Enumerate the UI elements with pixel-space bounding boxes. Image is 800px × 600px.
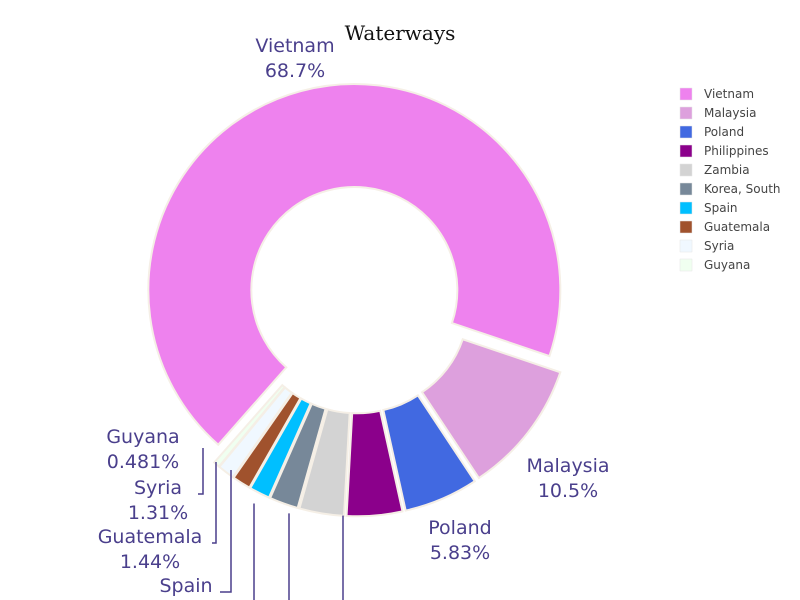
leader-line-syria bbox=[198, 448, 204, 495]
slice-label-syria: Syria bbox=[134, 477, 182, 499]
legend-item-malaysia[interactable]: Malaysia bbox=[679, 106, 756, 120]
slice-vietnam[interactable] bbox=[147, 83, 562, 447]
slice-label-guatemala: Guatemala bbox=[98, 526, 203, 548]
legend: Vietnam Malaysia Poland Philippines Zambia Ko… bbox=[679, 87, 781, 272]
legend-swatch bbox=[679, 125, 693, 139]
leader-lines bbox=[198, 448, 344, 600]
slice-label-malaysia: Malaysia bbox=[526, 455, 609, 477]
legend-item-zambia[interactable]: Zambia bbox=[679, 163, 750, 177]
slice-percent-syria: 1.31% bbox=[128, 502, 188, 524]
leader-line-spain bbox=[220, 470, 232, 593]
legend-swatch bbox=[679, 239, 693, 253]
slice-label-guyana: Guyana bbox=[106, 426, 179, 448]
legend-item-philippines[interactable]: Philippines bbox=[679, 144, 769, 158]
chart-title: Waterways bbox=[345, 21, 456, 45]
legend-swatch bbox=[679, 163, 693, 177]
slice-zambia[interactable] bbox=[298, 408, 351, 517]
slice-label-poland: Poland bbox=[428, 517, 491, 539]
legend-swatch bbox=[679, 182, 693, 196]
legend-label: Syria bbox=[704, 239, 734, 253]
legend-item-syria[interactable]: Syria bbox=[679, 239, 734, 253]
legend-swatch bbox=[679, 144, 693, 158]
slice-percent-guatemala: 1.44% bbox=[120, 551, 180, 573]
legend-label: Korea, South bbox=[704, 182, 781, 196]
legend-item-guatemala[interactable]: Guatemala bbox=[679, 220, 770, 234]
legend-label: Malaysia bbox=[704, 106, 756, 120]
slice-percent-poland: 5.83% bbox=[430, 542, 490, 564]
slice-percent-guyana: 0.481% bbox=[107, 451, 179, 473]
slice-guyana[interactable] bbox=[212, 383, 287, 468]
slices-group bbox=[147, 83, 562, 518]
legend-label: Vietnam bbox=[704, 87, 754, 101]
slice-malaysia[interactable] bbox=[420, 338, 562, 480]
legend-item-spain[interactable]: Spain bbox=[679, 201, 738, 215]
legend-label: Zambia bbox=[704, 163, 750, 177]
slice-label-spain: Spain bbox=[159, 575, 212, 597]
legend-item-poland[interactable]: Poland bbox=[679, 125, 744, 139]
slice-korea-south[interactable] bbox=[268, 402, 327, 510]
slice-percent-vietnam: 68.7% bbox=[265, 60, 325, 82]
legend-label: Spain bbox=[704, 201, 738, 215]
slice-poland[interactable] bbox=[382, 393, 477, 512]
legend-swatch bbox=[679, 258, 693, 272]
legend-swatch bbox=[679, 87, 693, 101]
legend-item-korea-south[interactable]: Korea, South bbox=[679, 182, 781, 196]
legend-label: Guyana bbox=[704, 258, 750, 272]
slice-percent-malaysia: 10.5% bbox=[538, 480, 598, 502]
leader-line-guatemala bbox=[212, 462, 217, 544]
slice-philippines[interactable] bbox=[345, 409, 404, 518]
legend-item-guyana[interactable]: Guyana bbox=[679, 258, 750, 272]
slice-label-vietnam: Vietnam bbox=[255, 35, 334, 57]
slice-labels: Vietnam 68.7% Malaysia 10.5% Poland 5.83% Spai… bbox=[98, 35, 610, 597]
legend-swatch bbox=[679, 106, 693, 120]
legend-swatch bbox=[679, 201, 693, 215]
legend-item-vietnam[interactable]: Vietnam bbox=[679, 87, 754, 101]
legend-label: Poland bbox=[704, 125, 744, 139]
legend-label: Philippines bbox=[704, 144, 769, 158]
legend-label: Guatemala bbox=[704, 220, 770, 234]
legend-swatch bbox=[679, 220, 693, 234]
